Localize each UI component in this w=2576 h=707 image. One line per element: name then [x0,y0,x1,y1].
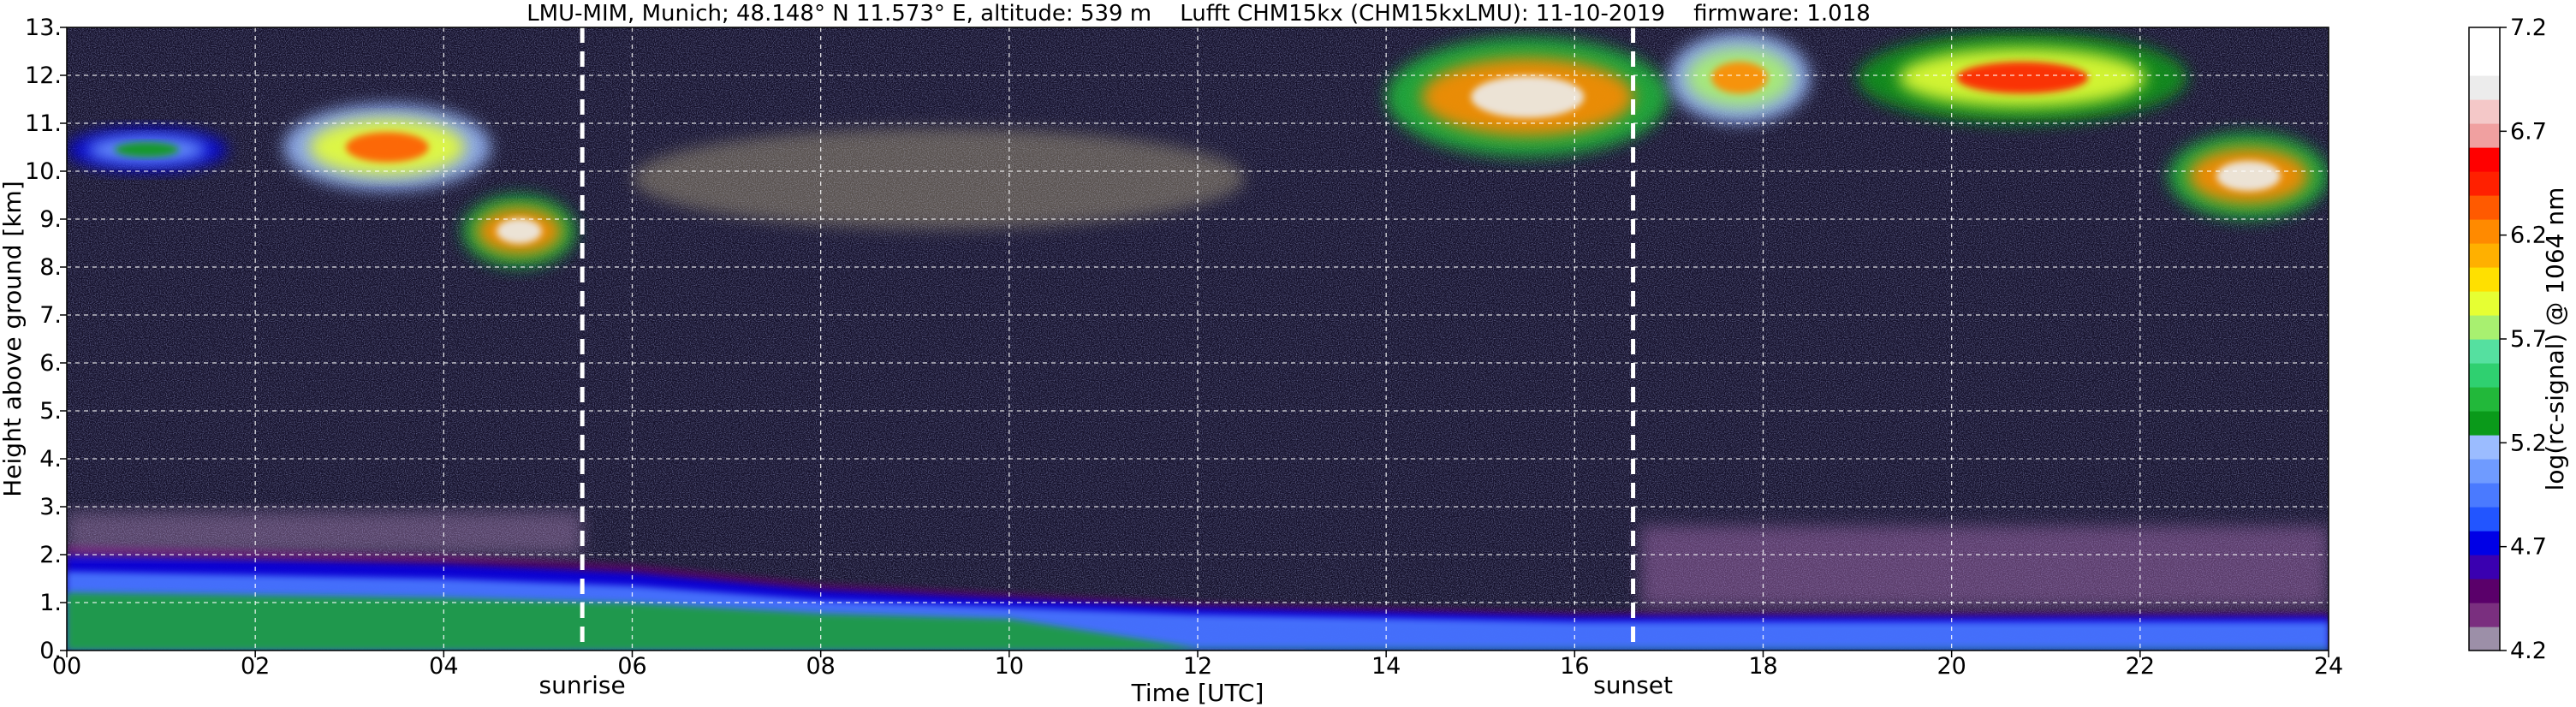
colorbar-segment [2469,507,2500,532]
y-tick-label: 11. [25,110,62,137]
y-tick-label: 7. [39,302,62,329]
cloud-8-core [2216,160,2281,192]
colorbar-segment [2469,579,2500,603]
y-tick-label: 2. [39,542,62,568]
colorbar-segment [2469,291,2500,316]
cloud-2-core [345,132,429,163]
colorbar-segment [2469,603,2500,627]
grid-lines [67,27,2329,651]
colorbar-segment [2469,363,2500,388]
residual-layer-evening [1640,526,2329,608]
colorbar-segment [2469,555,2500,579]
x-tick-label: 12 [1183,653,1212,680]
y-tick-label: 5. [39,398,62,425]
x-axis-label: Time [UTC] [1131,679,1264,707]
y-tick-label: 8. [39,254,62,281]
x-tick-label: 16 [1560,653,1589,680]
colorbar-tick-label: 4.2 [2510,638,2547,664]
colorbar-segment [2469,267,2500,292]
y-axis-label: Height above ground [km] [0,181,27,497]
x-tick-label: 04 [429,653,458,680]
sunrise-label: sunrise [539,671,626,699]
x-tick-label: 22 [2126,653,2155,680]
cirrus-layer [632,128,1246,229]
x-tick-label: 08 [806,653,835,680]
colorbar-segment [2469,171,2500,196]
y-tick-label: 12. [25,62,62,89]
colorbar-segment [2469,483,2500,508]
cloud-6-core [1710,62,1769,94]
y-tick-label: 13. [25,15,62,41]
y-tick-label: 1. [39,590,62,616]
y-tick-label: 10. [25,158,62,185]
x-tick-label: 06 [617,653,646,680]
colorbar: 4.2 4.7 5.2 5.7 6.2 6.7 7.2 [2468,15,2547,664]
x-tick-label: 14 [1371,653,1401,680]
x-tick-label: 10 [995,653,1024,680]
colorbar-label: log(rc-signal) @ 1064 nm [2541,187,2569,491]
x-tick-label: 00 [52,653,81,680]
colorbar-tick-label: 5.2 [2510,430,2547,456]
x-tick-label: 24 [2314,653,2343,680]
y-tick-label: 3. [39,494,62,520]
x-tick-label: 02 [241,653,270,680]
cloud-3-core [496,218,542,244]
colorbar-tick-label: 6.2 [2510,223,2547,249]
colorbar-segment [2469,27,2500,52]
colorbar-segment [2469,123,2500,148]
colorbar-tick-label: 6.7 [2510,118,2547,145]
x-tick-label: 18 [1748,653,1777,680]
colorbar-segment [2469,99,2500,124]
colorbar-segment [2469,459,2500,484]
chart-title: LMU-MIM, Munich; 48.148° N 11.573° E, al… [527,1,1871,27]
x-tick-label: 20 [1936,653,1966,680]
cloud-1-core [115,141,179,157]
annotation-lines: sunrise sunset [539,27,1673,699]
colorbar-tick-label: 4.7 [2510,534,2547,561]
colorbar-segment [2469,147,2500,172]
colorbar-tick-label: 7.2 [2510,15,2547,41]
x-axis: 00 02 04 06 08 10 12 14 16 18 20 22 24 [52,651,2343,680]
residual-layer-morning [67,511,583,555]
colorbar-segment [2469,243,2500,268]
colorbar-tick-label: 5.7 [2510,326,2547,353]
y-tick-label: 6. [39,350,62,377]
y-tick-label: 9. [39,206,62,233]
colorbar-segment [2469,51,2500,76]
colorbar-segment [2469,627,2500,651]
colorbar-segment [2469,315,2500,340]
cloud-5-core [1471,75,1585,118]
cloud-7-core [1956,62,2089,94]
y-tick-label: 0. [39,638,62,664]
colorbar-segment [2469,411,2500,436]
y-axis: 0. 1. 2. 3. 4. 5. 6. 7. 8. 9. 10. 11. 12. 13. [25,15,67,664]
sunset-label: sunset [1593,671,1673,699]
colorbar-segment [2469,219,2500,244]
y-tick-label: 4. [39,446,62,472]
colorbar-segment [2469,195,2500,220]
colorbar-segment [2469,339,2500,364]
colorbar-segment [2469,75,2500,100]
colorbar-segment [2469,531,2500,556]
colorbar-segment [2469,435,2500,460]
colorbar-segment [2469,387,2500,412]
